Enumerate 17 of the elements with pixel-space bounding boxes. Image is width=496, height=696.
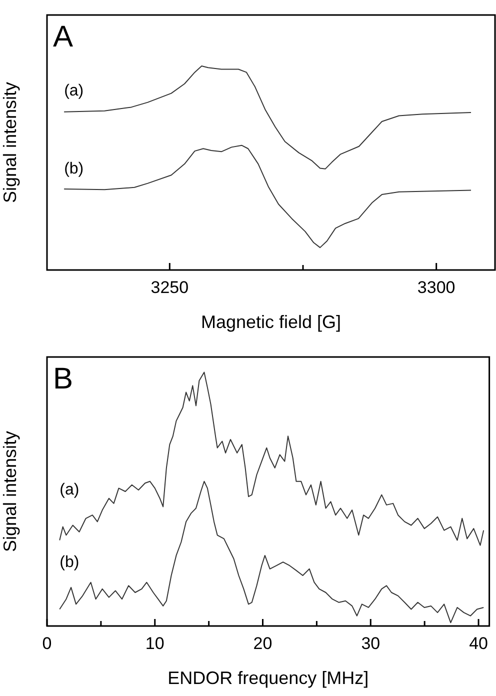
x-axis-title: Magnetic field [G] [200,312,342,332]
x-axis-title: ENDOR frequency [MHz] [168,668,369,688]
x-tick-label: 0 [42,634,52,653]
series-label: (a) [60,481,80,498]
x-tick-label: 20 [253,634,272,653]
x-tick-label: 3250 [150,278,189,297]
x-tick-label: 3300 [417,278,456,297]
x-tick-label: 10 [145,634,164,653]
x-tick-label: 30 [361,634,380,653]
chart-title: B [53,362,74,396]
chart-title: A [53,20,74,54]
y-axis-title: Signal intensity [0,430,20,552]
x-tick-label: 40 [469,634,488,653]
series-label: (a) [64,82,84,100]
y-axis-title: Signal intensity [0,82,20,204]
series-label: (b) [60,554,80,571]
series-label: (b) [64,160,84,178]
